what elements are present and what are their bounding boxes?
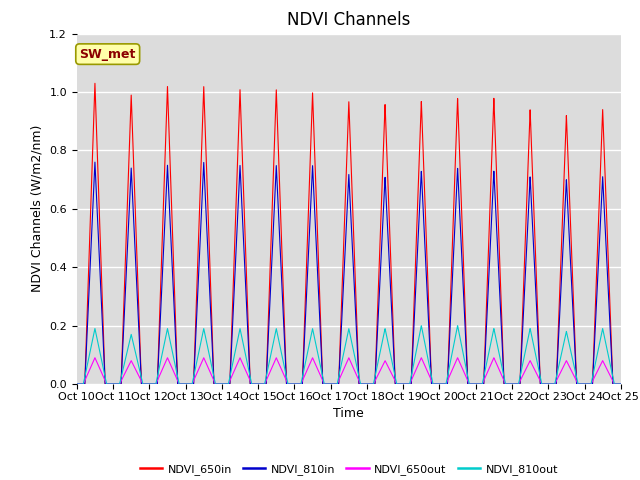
NDVI_650out [424,370,431,375]
Line: NDVI_650out: NDVI_650out [77,358,621,384]
NDVI_810out [424,355,431,361]
NDVI_810in [189,381,197,387]
NDVI_650in [184,381,191,387]
NDVI_810in [615,381,623,387]
NDVI_810out [454,323,461,329]
X-axis label: Time: Time [333,407,364,420]
NDVI_810in [276,253,284,259]
NDVI_650in [617,381,625,387]
NDVI_810out [615,381,623,387]
NDVI_810out [189,376,197,382]
NDVI_650in [276,209,284,215]
NDVI_650in [189,381,197,387]
NDVI_650in [73,381,81,387]
NDVI_650out [184,381,191,387]
NDVI_650out [73,381,81,387]
Line: NDVI_650in: NDVI_650in [77,84,621,384]
NDVI_650out [617,381,625,387]
NDVI_810out [73,381,81,387]
NDVI_650in [91,81,99,86]
NDVI_810out [617,381,625,387]
NDVI_810in [184,381,191,387]
Line: NDVI_810in: NDVI_810in [77,162,621,384]
NDVI_650out [501,380,509,386]
NDVI_810in [73,381,81,387]
NDVI_810out [184,381,191,387]
Title: NDVI Channels: NDVI Channels [287,11,410,29]
NDVI_650out [91,355,99,360]
Text: SW_met: SW_met [79,48,136,60]
NDVI_810out [276,346,284,351]
NDVI_650out [276,364,284,370]
Legend: NDVI_650in, NDVI_810in, NDVI_650out, NDVI_810out: NDVI_650in, NDVI_810in, NDVI_650out, NDV… [135,460,563,480]
NDVI_650in [615,381,623,387]
NDVI_810in [91,159,99,165]
NDVI_650out [189,379,197,384]
Y-axis label: NDVI Channels (W/m2/nm): NDVI Channels (W/m2/nm) [31,125,44,292]
NDVI_810in [424,304,431,310]
NDVI_650out [615,381,623,387]
NDVI_810out [501,379,509,385]
NDVI_650in [501,381,509,387]
Line: NDVI_810out: NDVI_810out [77,326,621,384]
NDVI_810in [501,381,509,387]
NDVI_650in [424,279,431,285]
NDVI_810in [617,381,625,387]
